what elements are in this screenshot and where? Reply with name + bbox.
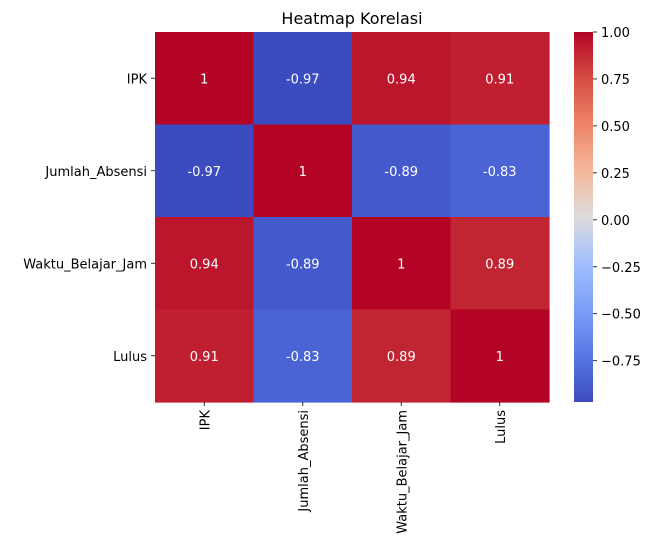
cell-annotation: -0.89 [286,257,320,272]
heatmap-cell [450,217,550,311]
cell-annotation: 0.89 [485,257,514,272]
cell-annotation: 0.94 [190,257,219,272]
heatmap-cell [155,217,255,311]
heatmap-cell [352,124,452,218]
heatmap-cell [450,124,550,218]
colorbar-gradient [574,32,593,402]
cell-annotation: 1 [299,165,307,180]
colorbar-tick-label: 1.00 [601,26,630,41]
cell-annotation: -0.97 [187,165,221,180]
cell-annotation: 1 [397,257,405,272]
heatmap-cell [155,309,255,403]
row-tick-label: IPK [127,72,148,87]
colorbar-tick-label: −0.75 [601,355,641,370]
colorbar-tick-label: 0.00 [601,214,630,229]
cell-annotation: 0.94 [387,72,416,87]
row-tick-label: Lulus [113,350,147,365]
column-tick-label: Jumlah_Absensi [297,410,312,513]
column-tick-label: Waktu_Belajar_Jam [395,410,410,534]
cell-annotation: 0.91 [485,72,514,87]
column-tick-label: Lulus [494,410,509,444]
heatmap-cells [155,32,550,403]
heatmap-cell [253,124,353,218]
heatmap-cell [450,32,550,126]
heatmap-cell [253,32,353,126]
colorbar-tick-label: −0.25 [601,261,641,276]
heatmap-cell [253,309,353,403]
cell-annotations: 1 -0.97 0.94 0.91 -0.97 1 -0.89 -0.83 0.94 -0.89 1… [187,72,516,365]
colorbar-tick-label: 0.75 [601,73,630,88]
colorbar-tick-label: 0.25 [601,167,630,182]
heatmap-cell [253,217,353,311]
heatmap-cell [352,217,452,311]
cell-annotation: 0.89 [387,350,416,365]
cell-annotation: 0.91 [190,350,219,365]
row-tick-labels: IPK Jumlah_Absensi Waktu_Belajar_Jam Lulus [23,72,155,365]
colorbar-tick-label: 0.50 [601,120,630,135]
cell-annotation: 1 [200,72,208,87]
chart-title: Heatmap Korelasi [281,9,422,28]
column-tick-labels: IPK Jumlah_Absensi Waktu_Belajar_Jam Lulus [198,402,509,534]
heatmap-cell [155,124,255,218]
cell-annotation: -0.97 [286,72,320,87]
cell-annotation: -0.83 [286,350,320,365]
column-tick-label: IPK [198,410,213,431]
row-tick-label: Waktu_Belajar_Jam [23,257,147,272]
row-tick-label: Jumlah_Absensi [44,165,147,180]
heatmap-cell [450,309,550,403]
colorbar-tick-label: −0.50 [601,308,641,323]
cell-annotation: 1 [496,350,504,365]
heatmap-cell [155,32,255,126]
cell-annotation: -0.83 [483,165,517,180]
cell-annotation: -0.89 [384,165,418,180]
heatmap-cell [352,309,452,403]
heatmap-cell [352,32,452,126]
colorbar: 1.00 0.75 0.50 0.25 0.00 −0.25 −0.50 −0.75 [574,26,641,402]
